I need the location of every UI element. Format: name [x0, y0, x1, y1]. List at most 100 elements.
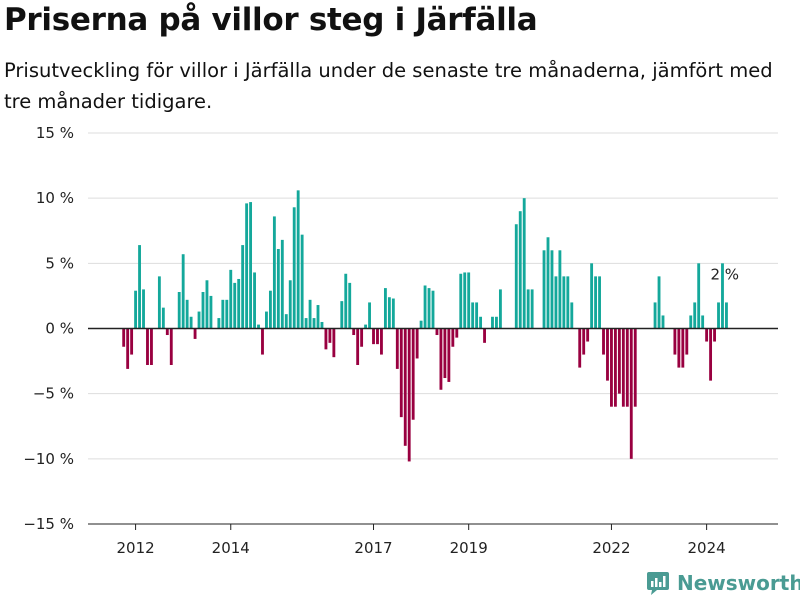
y-tick-label: 0 %: [45, 320, 74, 338]
bar: [261, 328, 264, 355]
bar: [629, 328, 633, 459]
bar: [713, 328, 716, 342]
brand-name: Newsworthy: [677, 571, 800, 595]
bar: [697, 263, 701, 329]
bar: [578, 328, 582, 368]
newsworthy-icon: [647, 572, 669, 595]
bar: [320, 321, 324, 329]
bar: [221, 299, 225, 329]
x-tick-label: 2022: [592, 539, 630, 557]
bar: [586, 328, 590, 342]
bar: [372, 328, 375, 345]
bar: [566, 276, 570, 329]
newsworthy-logo: Newsworthy: [645, 569, 800, 597]
bar: [467, 272, 471, 329]
bar: [661, 315, 665, 329]
bar: [217, 318, 221, 329]
bar: [419, 320, 423, 329]
bar: [685, 328, 689, 355]
bar: [383, 288, 387, 329]
bar: [423, 285, 427, 329]
bar: [606, 328, 609, 381]
bar: [344, 273, 348, 329]
bar: [296, 190, 300, 329]
bar: [562, 276, 566, 329]
bar: [201, 292, 205, 329]
bars: [122, 190, 728, 462]
bar: [681, 328, 685, 368]
bar: [328, 328, 332, 343]
bar: [150, 328, 153, 365]
bar: [407, 328, 411, 462]
bar: [594, 276, 598, 329]
bar: [558, 250, 562, 329]
bar: [455, 328, 459, 338]
bar: [364, 324, 368, 329]
bar: [185, 299, 189, 329]
bar: [324, 328, 328, 350]
bar: [395, 328, 399, 369]
bar: [312, 318, 316, 329]
y-tick-label: −10 %: [23, 450, 74, 468]
bar: [530, 289, 534, 329]
bar: [134, 290, 138, 329]
bar: [570, 302, 574, 329]
bar: [610, 328, 613, 407]
bar: [209, 295, 213, 329]
bar: [633, 328, 637, 407]
bar: [602, 328, 605, 355]
bar: [546, 237, 550, 329]
bar: [233, 282, 237, 329]
bar: [717, 302, 720, 329]
bar: [403, 328, 407, 446]
bar: [689, 315, 693, 329]
bar: [280, 239, 284, 329]
bar: [161, 307, 165, 329]
bar: [245, 203, 249, 329]
bar: [542, 250, 546, 329]
bar: [249, 202, 253, 329]
bar: [435, 328, 439, 336]
bar: [443, 328, 447, 379]
bar: [169, 328, 173, 365]
bar: [300, 234, 304, 329]
bar: [391, 298, 395, 329]
bar: [447, 328, 451, 382]
y-axis-ticks: 15 % 10 % 5 % 0 % −5 % −10 % −15 %: [23, 124, 74, 533]
bar: [483, 328, 486, 343]
bar: [189, 316, 193, 329]
bar: [229, 269, 233, 329]
x-tick-label: 2012: [116, 539, 154, 557]
x-tick-label: 2014: [212, 539, 250, 557]
bar: [177, 292, 181, 329]
bar: [142, 289, 145, 329]
bar: [613, 328, 617, 407]
bar: [292, 207, 296, 329]
annotations: 2 %: [710, 265, 739, 283]
bar: [387, 297, 391, 329]
bar: [352, 328, 356, 336]
bar: [677, 328, 681, 368]
bar: [653, 302, 657, 329]
bar: [431, 290, 435, 329]
bar: [138, 245, 141, 329]
x-tick-label: 2017: [354, 539, 392, 557]
bar: [693, 302, 697, 329]
bar: [316, 305, 320, 329]
y-tick-label: −5 %: [33, 385, 74, 403]
bar: [304, 318, 308, 329]
bar: [165, 328, 169, 336]
bar: [368, 302, 371, 329]
bar: [308, 299, 312, 329]
bar: [721, 263, 724, 329]
bar: [514, 224, 518, 329]
bar: [253, 272, 256, 329]
y-tick-label: 5 %: [45, 254, 74, 272]
bar: [399, 328, 403, 418]
bar: [427, 288, 431, 329]
bar: [657, 276, 661, 329]
chart-title: Priserna på villor steg i Järfälla: [4, 2, 538, 38]
bar: [526, 289, 530, 329]
bar: [122, 328, 126, 347]
